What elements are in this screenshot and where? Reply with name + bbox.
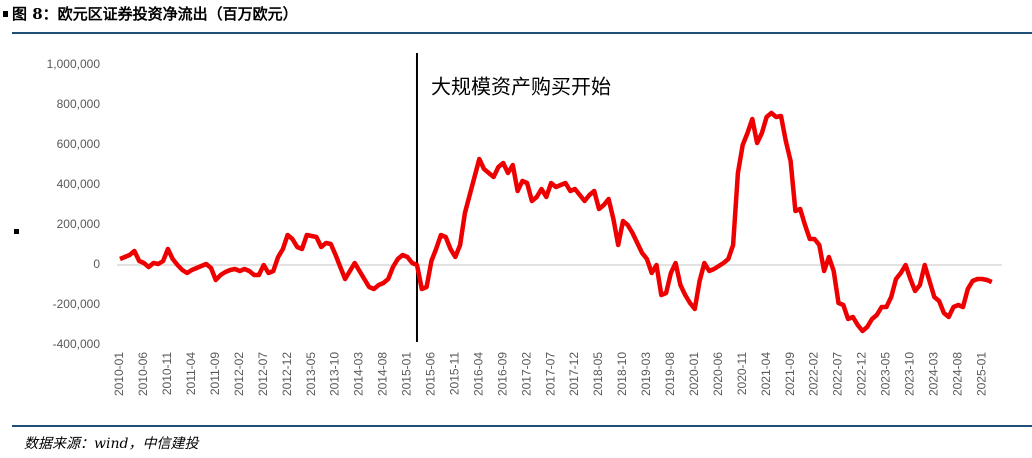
x-tick-label: 2011-09 — [208, 352, 222, 395]
x-tick-label: 2016-09 — [495, 352, 509, 396]
x-tick-label: 2022-07 — [831, 352, 845, 396]
source-note: 数据来源：wind，中信建投 — [24, 436, 200, 452]
y-tick-label: 1,000,000 — [47, 57, 101, 71]
x-tick-label: 2010-11 — [160, 352, 174, 395]
x-tick-label: 2012-12 — [280, 352, 294, 396]
x-tick-label: 2017-12 — [567, 352, 581, 396]
data-line — [119, 110, 993, 334]
x-tick-label: 2019-08 — [663, 352, 677, 396]
x-tick-label: 2024-08 — [950, 352, 964, 396]
x-tick-label: 2020-06 — [711, 352, 725, 396]
x-tick-label: 2013-10 — [328, 352, 342, 396]
chart-title: 图 8：欧元区证券投资净流出（百万欧元） — [12, 5, 298, 23]
x-tick-label: 2010-06 — [136, 352, 150, 396]
x-tick-label: 2013-05 — [304, 352, 318, 396]
x-tick-label: 2022-02 — [807, 352, 821, 396]
x-tick-label: 2023-10 — [903, 352, 917, 396]
x-tick-label: 2018-05 — [591, 352, 605, 396]
annotation-text: 大规模资产购买开始 — [431, 75, 611, 99]
x-tick-label: 2022-12 — [855, 352, 869, 396]
y-tick-label: 800,000 — [57, 97, 101, 111]
x-tick-label: 2019-03 — [639, 352, 653, 396]
bullet — [14, 229, 19, 234]
x-tick-label: 2021-09 — [783, 352, 797, 396]
x-tick-label: 2018-10 — [615, 352, 629, 396]
x-tick-label: 2020-11 — [735, 352, 749, 395]
x-tick-label: 2020-01 — [687, 352, 701, 396]
y-tick-label: 400,000 — [57, 177, 101, 191]
y-tick-label: 200,000 — [57, 217, 101, 231]
x-tick-label: 2010-01 — [112, 352, 126, 396]
x-tick-label: 2025-01 — [974, 352, 988, 396]
y-tick-label: -200,000 — [53, 297, 101, 311]
x-tick-label: 2015-06 — [424, 352, 438, 396]
x-tick-label: 2014-03 — [352, 352, 366, 396]
x-tick-label: 2017-07 — [543, 352, 557, 396]
x-tick-label: 2016-04 — [471, 352, 485, 396]
bullet — [3, 11, 8, 17]
x-tick-label: 2015-11 — [447, 352, 461, 395]
x-tick-label: 2012-02 — [232, 352, 246, 396]
x-tick-label: 2021-04 — [759, 352, 773, 396]
y-tick-label: -400,000 — [53, 337, 101, 351]
x-tick-label: 2011-04 — [184, 352, 198, 395]
x-tick-label: 2014-08 — [376, 352, 390, 396]
x-tick-label: 2012-07 — [256, 352, 270, 396]
x-tick-label: 2017-02 — [519, 352, 533, 396]
x-tick-label: 2024-03 — [926, 352, 940, 396]
x-tick-label: 2023-05 — [879, 352, 893, 396]
y-tick-label: 600,000 — [57, 137, 101, 151]
y-tick-label: 0 — [93, 257, 100, 271]
x-tick-label: 2015-01 — [400, 352, 414, 396]
